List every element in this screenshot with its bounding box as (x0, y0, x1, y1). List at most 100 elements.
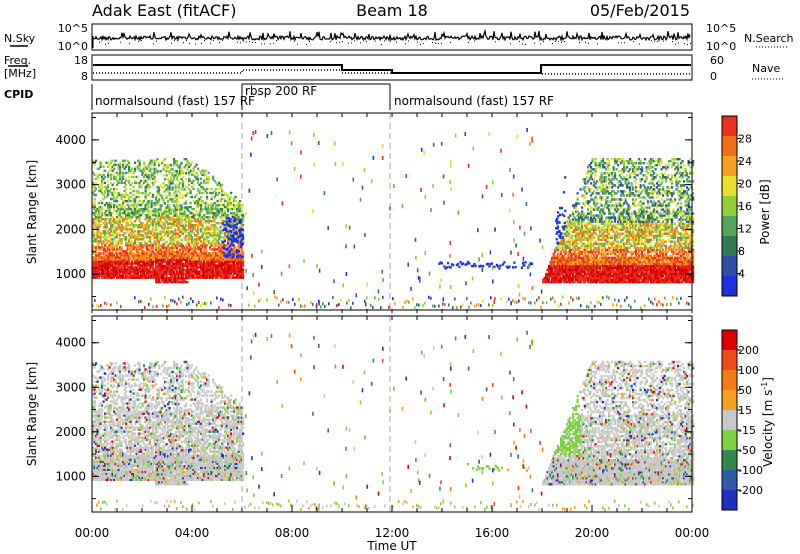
data-pixel (185, 202, 188, 205)
data-pixel (222, 232, 225, 235)
data-pixel (200, 205, 203, 209)
data-pixel (144, 189, 147, 193)
data-pixel (227, 268, 230, 271)
data-pixel (144, 264, 147, 267)
data-pixel (620, 200, 623, 203)
data-pixel (138, 256, 141, 259)
data-pixel (108, 207, 111, 211)
nsearch-dot (108, 42, 109, 44)
data-pixel (207, 264, 210, 267)
data-pixel (125, 177, 128, 181)
data-pixel (96, 167, 99, 170)
data-pixel (188, 234, 191, 237)
data-pixel (219, 254, 222, 257)
data-pixel (554, 276, 557, 280)
data-pixel (116, 266, 119, 269)
data-pixel (228, 270, 231, 273)
nsearch-dot (129, 43, 130, 45)
data-pixel (603, 172, 606, 175)
data-pixel (117, 226, 120, 229)
data-pixel (576, 234, 579, 237)
data-pixel (204, 274, 207, 277)
data-pixel (98, 218, 101, 221)
data-pixel (602, 182, 605, 185)
data-pixel (170, 178, 173, 181)
data-pixel (569, 278, 572, 282)
data-pixel (615, 236, 618, 239)
data-pixel (237, 209, 240, 213)
data-pixel (164, 216, 167, 219)
data-pixel (560, 250, 563, 254)
data-pixel (578, 268, 581, 272)
data-pixel (594, 272, 597, 276)
data-pixel (201, 270, 204, 273)
data-pixel (200, 218, 203, 221)
data-pixel (221, 189, 224, 193)
data-pixel (242, 264, 245, 267)
data-pixel (188, 161, 191, 164)
data-pixel (578, 224, 581, 227)
data-pixel (227, 205, 230, 209)
data-pixel (563, 280, 566, 284)
data-pixel (195, 224, 198, 227)
data-pixel (593, 216, 596, 219)
data-pixel (108, 250, 111, 253)
data-pixel (575, 248, 578, 252)
data-pixel (206, 254, 209, 257)
data-pixel (122, 171, 125, 175)
data-pixel (200, 199, 203, 203)
data-pixel (615, 158, 618, 161)
data-pixel (144, 187, 147, 191)
data-pixel (201, 232, 204, 235)
data-pixel (114, 256, 117, 259)
data-pixel (165, 210, 168, 213)
data-pixel (96, 262, 99, 265)
data-pixel (549, 266, 552, 270)
data-pixel (93, 185, 96, 189)
data-pixel (573, 256, 576, 260)
data-pixel (125, 270, 128, 273)
data-pixel (560, 264, 563, 268)
data-pixel (180, 238, 183, 241)
nsearch-dot (438, 43, 439, 45)
data-pixel (188, 236, 191, 239)
data-pixel (177, 242, 180, 245)
data-pixel (581, 218, 584, 221)
data-pixel (144, 254, 147, 257)
data-pixel (594, 274, 597, 278)
data-pixel (230, 222, 233, 225)
data-pixel (155, 258, 158, 262)
data-pixel (143, 272, 146, 275)
data-pixel (602, 236, 605, 239)
data-pixel (200, 171, 203, 175)
data-pixel (164, 258, 167, 262)
data-pixel (219, 250, 222, 253)
data-pixel (615, 202, 618, 205)
data-pixel (170, 258, 173, 262)
data-pixel (594, 278, 597, 282)
data-pixel (204, 266, 207, 269)
data-pixel (120, 266, 123, 269)
data-pixel (186, 186, 189, 189)
data-pixel (555, 266, 558, 270)
data-pixel (621, 160, 624, 163)
data-pixel (221, 224, 224, 227)
data-pixel (92, 246, 95, 249)
data-pixel (126, 244, 129, 247)
data-pixel (108, 254, 111, 257)
data-pixel (204, 250, 207, 253)
data-pixel (591, 234, 594, 237)
data-pixel (146, 205, 149, 209)
data-pixel (608, 212, 611, 215)
data-pixel (617, 236, 620, 239)
data-pixel (107, 218, 110, 221)
data-pixel (186, 246, 189, 249)
data-pixel (192, 254, 195, 257)
data-pixel (581, 260, 584, 264)
data-pixel (617, 266, 620, 270)
data-pixel (165, 188, 168, 191)
data-pixel (555, 246, 558, 249)
data-pixel (225, 250, 228, 253)
data-pixel (156, 190, 159, 193)
data-pixel (111, 246, 114, 249)
